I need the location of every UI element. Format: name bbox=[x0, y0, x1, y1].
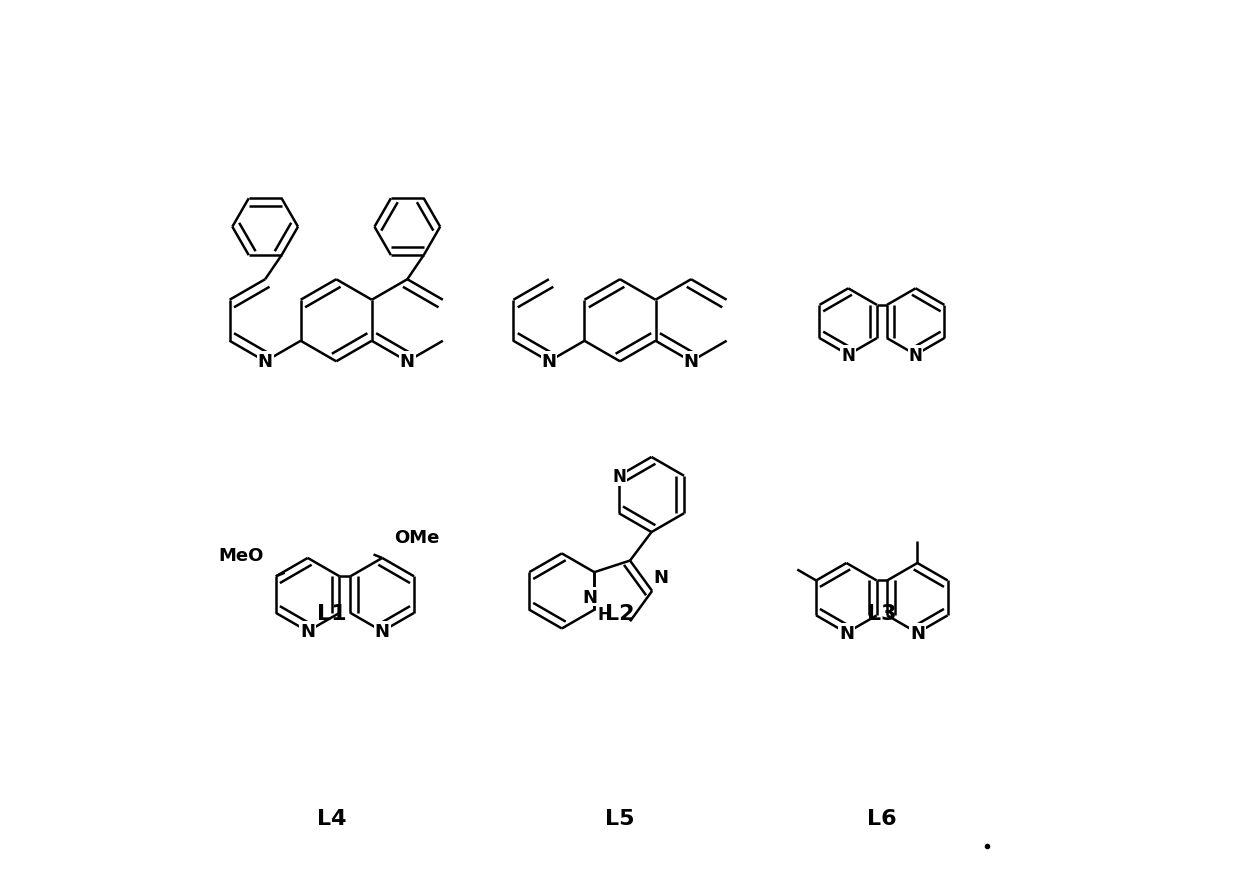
Text: N: N bbox=[653, 568, 668, 586]
Text: OMe: OMe bbox=[394, 528, 440, 546]
Text: N: N bbox=[613, 467, 626, 486]
Text: L5: L5 bbox=[605, 808, 635, 828]
Text: H: H bbox=[598, 606, 611, 624]
Text: N: N bbox=[841, 346, 856, 364]
Text: N: N bbox=[839, 624, 854, 642]
Text: L3: L3 bbox=[867, 603, 897, 623]
Text: N: N bbox=[399, 353, 415, 371]
Text: L4: L4 bbox=[317, 808, 347, 828]
Text: L6: L6 bbox=[867, 808, 897, 828]
Text: N: N bbox=[683, 353, 698, 371]
Text: N: N bbox=[910, 624, 925, 642]
Text: N: N bbox=[258, 353, 273, 371]
Text: N: N bbox=[542, 353, 557, 371]
Text: N: N bbox=[583, 588, 598, 606]
Text: L2: L2 bbox=[605, 603, 635, 623]
Text: MeO: MeO bbox=[218, 547, 264, 564]
Text: N: N bbox=[374, 623, 389, 641]
Text: N: N bbox=[909, 346, 923, 364]
Text: L1: L1 bbox=[317, 603, 347, 623]
Text: N: N bbox=[300, 623, 315, 641]
